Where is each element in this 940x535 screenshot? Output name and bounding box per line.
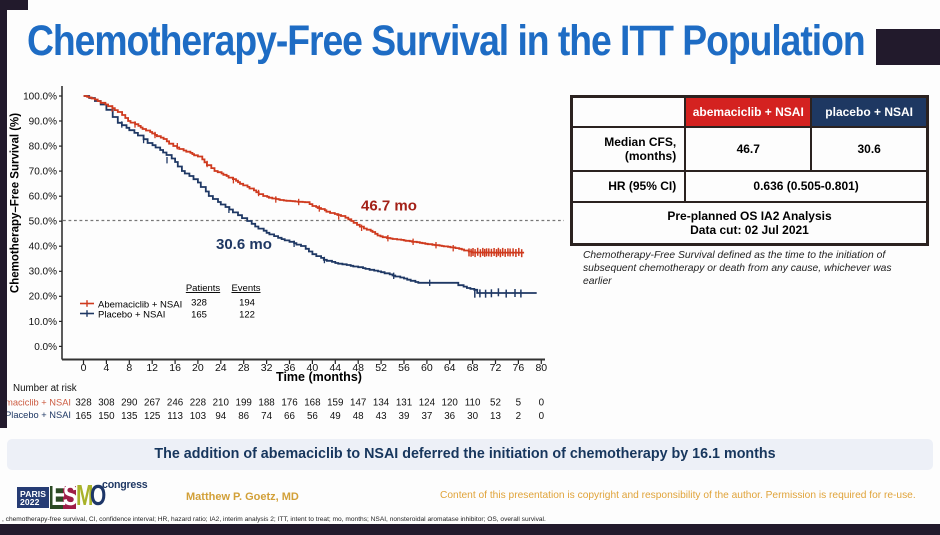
- svg-text:86: 86: [238, 411, 249, 422]
- svg-text:Abemaciclib + NSAI: Abemaciclib + NSAI: [98, 300, 182, 311]
- svg-text:Placebo + NSAI: Placebo + NSAI: [98, 310, 165, 321]
- svg-text:290: 290: [121, 398, 138, 409]
- svg-text:76: 76: [513, 362, 525, 374]
- svg-text:308: 308: [98, 398, 115, 409]
- svg-text:64: 64: [444, 362, 456, 374]
- svg-text:Chemotherapy–Free Survival (%): Chemotherapy–Free Survival (%): [10, 113, 22, 293]
- svg-text:20.0%: 20.0%: [29, 292, 57, 303]
- svg-text:50.0%: 50.0%: [29, 217, 57, 228]
- svg-text:46.7 mo: 46.7 mo: [361, 198, 417, 215]
- svg-text:199: 199: [236, 398, 252, 409]
- svg-text:66: 66: [284, 411, 295, 422]
- svg-text:70.0%: 70.0%: [29, 167, 57, 178]
- svg-text:125: 125: [144, 411, 161, 422]
- svg-text:8: 8: [126, 362, 132, 374]
- svg-text:28: 28: [238, 362, 250, 374]
- svg-text:176: 176: [281, 398, 298, 409]
- svg-text:5: 5: [516, 398, 522, 409]
- svg-text:48: 48: [353, 411, 364, 422]
- svg-text:Events: Events: [231, 283, 260, 294]
- svg-text:194: 194: [239, 298, 255, 309]
- svg-text:Patients: Patients: [186, 283, 221, 294]
- svg-text:43: 43: [376, 411, 387, 422]
- svg-text:94: 94: [215, 411, 226, 422]
- svg-text:122: 122: [239, 310, 255, 321]
- svg-text:52: 52: [490, 398, 501, 409]
- svg-text:0.0%: 0.0%: [34, 342, 57, 353]
- svg-text:49: 49: [330, 411, 341, 422]
- svg-text:39: 39: [399, 411, 410, 422]
- svg-text:100.0%: 100.0%: [23, 91, 57, 102]
- svg-text:159: 159: [327, 398, 343, 409]
- svg-text:20: 20: [192, 362, 204, 374]
- svg-text:228: 228: [190, 398, 207, 409]
- svg-text:150: 150: [98, 411, 115, 422]
- svg-text:abemaciclib + NSAI: abemaciclib + NSAI: [0, 398, 71, 408]
- svg-text:Time (months): Time (months): [276, 370, 362, 384]
- svg-text:37: 37: [421, 411, 432, 422]
- svg-text:210: 210: [213, 398, 230, 409]
- svg-text:Number at risk: Number at risk: [13, 383, 77, 394]
- svg-text:30.6 mo: 30.6 mo: [216, 236, 272, 253]
- svg-text:124: 124: [419, 398, 436, 409]
- svg-text:10.0%: 10.0%: [29, 317, 57, 328]
- svg-text:168: 168: [304, 398, 321, 409]
- svg-text:30.0%: 30.0%: [29, 267, 57, 278]
- svg-text:40.0%: 40.0%: [29, 242, 57, 253]
- svg-text:103: 103: [190, 411, 207, 422]
- svg-text:0: 0: [81, 362, 87, 374]
- svg-text:147: 147: [350, 398, 366, 409]
- svg-text:80: 80: [535, 362, 547, 374]
- svg-text:110: 110: [465, 398, 481, 409]
- svg-text:135: 135: [121, 411, 138, 422]
- svg-text:328: 328: [191, 298, 207, 309]
- svg-text:60.0%: 60.0%: [29, 192, 57, 203]
- svg-text:13: 13: [490, 411, 501, 422]
- svg-text:165: 165: [75, 411, 92, 422]
- svg-text:40: 40: [307, 362, 319, 374]
- svg-text:16: 16: [169, 362, 181, 374]
- svg-text:328: 328: [75, 398, 92, 409]
- svg-text:113: 113: [167, 411, 183, 422]
- svg-text:60: 60: [421, 362, 433, 374]
- svg-text:246: 246: [167, 398, 184, 409]
- svg-text:131: 131: [396, 398, 412, 409]
- svg-text:48: 48: [352, 362, 364, 374]
- svg-text:134: 134: [373, 398, 390, 409]
- svg-text:24: 24: [215, 362, 227, 374]
- svg-text:2: 2: [516, 411, 521, 422]
- svg-text:4: 4: [103, 362, 109, 374]
- svg-text:Placebo + NSAI: Placebo + NSAI: [5, 410, 71, 420]
- svg-text:36: 36: [284, 362, 296, 374]
- svg-text:52: 52: [375, 362, 387, 374]
- svg-text:32: 32: [261, 362, 273, 374]
- svg-text:74: 74: [261, 411, 272, 422]
- svg-text:56: 56: [307, 411, 318, 422]
- svg-text:72: 72: [490, 362, 502, 374]
- svg-text:30: 30: [467, 411, 478, 422]
- svg-text:68: 68: [467, 362, 479, 374]
- svg-text:165: 165: [191, 310, 207, 321]
- svg-text:12: 12: [146, 362, 158, 374]
- svg-text:120: 120: [442, 398, 459, 409]
- svg-text:188: 188: [258, 398, 275, 409]
- svg-text:36: 36: [444, 411, 455, 422]
- svg-text:56: 56: [398, 362, 410, 374]
- svg-text:0: 0: [539, 411, 545, 422]
- svg-text:80.0%: 80.0%: [29, 142, 57, 153]
- svg-text:267: 267: [144, 398, 160, 409]
- svg-text:44: 44: [329, 362, 341, 374]
- svg-text:0: 0: [539, 398, 545, 409]
- svg-text:90.0%: 90.0%: [29, 116, 57, 127]
